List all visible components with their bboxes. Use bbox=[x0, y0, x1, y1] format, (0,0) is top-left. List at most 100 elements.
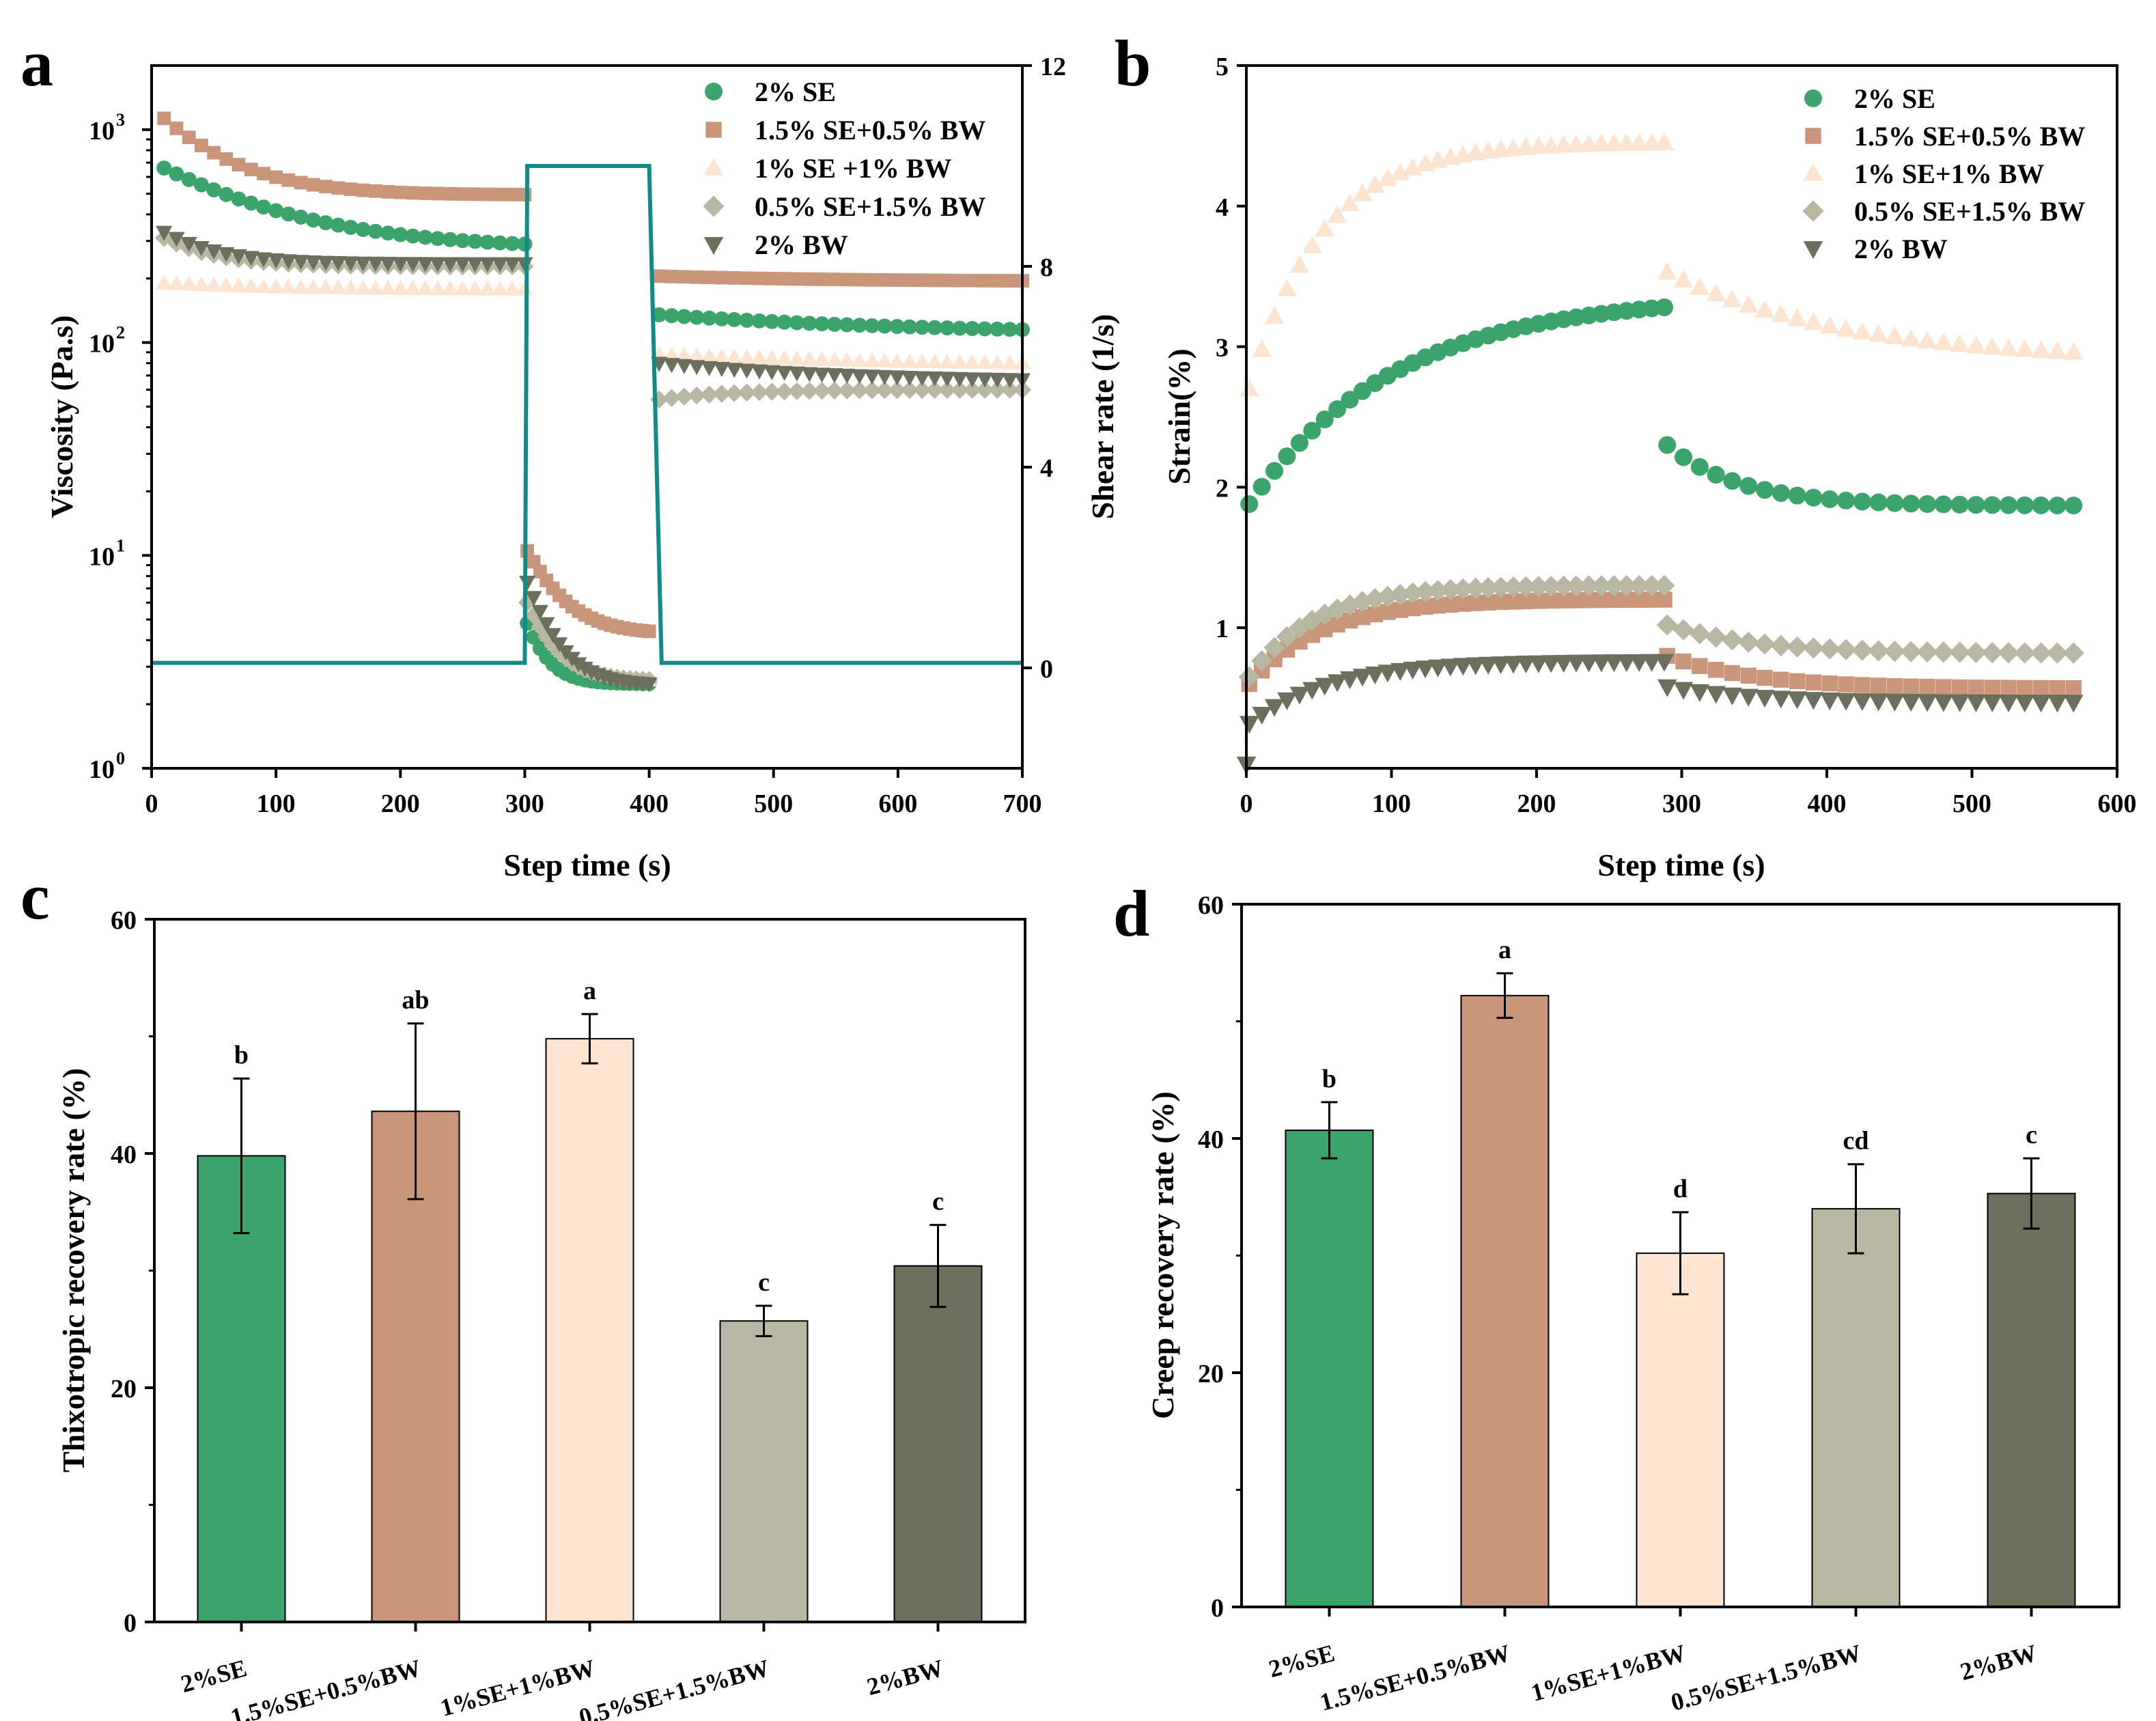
data-point bbox=[1377, 664, 1398, 683]
data-point bbox=[257, 167, 270, 181]
data-point bbox=[1579, 134, 1599, 152]
data-point bbox=[1933, 694, 1954, 712]
data-point bbox=[1770, 634, 1792, 656]
panel-c-ylabel: Thixotropic recovery rate (%) bbox=[56, 1068, 91, 1472]
data-point bbox=[1754, 690, 1775, 708]
significance-label: b bbox=[1322, 1065, 1336, 1093]
data-point bbox=[688, 360, 705, 376]
data-point bbox=[775, 382, 794, 401]
data-point bbox=[218, 247, 235, 262]
data-point bbox=[1315, 410, 1334, 429]
data-point bbox=[1515, 576, 1537, 598]
data-point bbox=[1317, 621, 1333, 638]
panel-a-shear-rate-line bbox=[152, 164, 1022, 665]
bar bbox=[1285, 1129, 1374, 1608]
significance-label: cd bbox=[1843, 1127, 1869, 1156]
legend-label: 1% SE +1% BW bbox=[755, 153, 951, 184]
data-point bbox=[927, 320, 942, 335]
data-point bbox=[727, 271, 742, 285]
data-point bbox=[1329, 616, 1345, 633]
data-point bbox=[975, 380, 994, 399]
data-point bbox=[913, 380, 932, 400]
data-point bbox=[1916, 641, 1938, 663]
data-point bbox=[1000, 380, 1019, 399]
data-point bbox=[1802, 637, 1825, 659]
data-point bbox=[764, 313, 780, 329]
data-point bbox=[1554, 135, 1573, 153]
data-point bbox=[714, 311, 729, 326]
data-point bbox=[765, 272, 779, 285]
data-point bbox=[330, 256, 347, 272]
data-point bbox=[965, 273, 979, 288]
data-point bbox=[454, 257, 471, 272]
data-point bbox=[1690, 458, 1709, 476]
data-point bbox=[739, 312, 755, 328]
data-point bbox=[182, 130, 196, 145]
data-point bbox=[1428, 659, 1448, 677]
data-point bbox=[1982, 695, 2002, 713]
data-point bbox=[1593, 591, 1610, 608]
data-point bbox=[1502, 576, 1524, 598]
data-point bbox=[1264, 306, 1285, 324]
data-point bbox=[1541, 655, 1561, 673]
bar bbox=[719, 1320, 809, 1623]
data-point bbox=[342, 279, 359, 295]
bar bbox=[1987, 1192, 2076, 1608]
significance-label: c bbox=[2026, 1121, 2037, 1149]
panel-d-ylabel: Creep recovery rate (%) bbox=[1145, 1091, 1180, 1419]
data-point bbox=[219, 152, 234, 166]
data-point bbox=[367, 223, 383, 239]
y-tick-label: 0 bbox=[1211, 1594, 1224, 1623]
data-point bbox=[1491, 656, 1511, 675]
data-point bbox=[1239, 378, 1259, 397]
data-point bbox=[367, 279, 384, 295]
data-point bbox=[1302, 682, 1322, 700]
data-point bbox=[293, 209, 309, 225]
data-point bbox=[430, 231, 445, 247]
data-point bbox=[976, 354, 994, 369]
data-point bbox=[788, 366, 805, 382]
data-point bbox=[1252, 706, 1272, 725]
data-point bbox=[801, 350, 818, 366]
data-point bbox=[988, 380, 1007, 399]
legend-marker bbox=[703, 195, 725, 217]
data-point bbox=[1901, 694, 1921, 712]
x-tick-label: 300 bbox=[505, 789, 544, 818]
data-point bbox=[1821, 675, 1838, 692]
bar bbox=[545, 1037, 634, 1623]
data-point bbox=[1738, 688, 1759, 707]
data-point bbox=[1950, 694, 1970, 712]
data-point bbox=[889, 319, 905, 335]
data-point bbox=[292, 279, 309, 294]
panel-b-series-3 bbox=[1238, 574, 2084, 688]
data-point bbox=[2049, 680, 2066, 697]
data-point bbox=[354, 256, 372, 272]
data-point bbox=[1341, 391, 1359, 409]
data-point bbox=[787, 382, 807, 400]
data-point bbox=[1722, 687, 1742, 705]
data-point bbox=[852, 318, 867, 333]
data-point bbox=[168, 275, 185, 290]
data-point bbox=[1773, 671, 1789, 688]
data-point bbox=[1001, 373, 1018, 389]
data-point bbox=[1352, 591, 1373, 613]
data-point bbox=[1950, 334, 1970, 352]
bar bbox=[1460, 994, 1550, 1608]
data-point bbox=[524, 606, 543, 625]
data-point bbox=[1403, 661, 1423, 680]
data-point bbox=[242, 277, 260, 293]
data-point bbox=[2017, 680, 2033, 697]
legend-marker bbox=[1802, 200, 1824, 222]
data-point bbox=[1903, 678, 1919, 695]
data-point bbox=[1870, 677, 1887, 694]
data-point bbox=[813, 381, 831, 400]
data-point bbox=[281, 206, 296, 222]
data-point bbox=[1402, 582, 1424, 604]
data-point bbox=[232, 158, 246, 171]
significance-label: a bbox=[583, 977, 596, 1005]
data-point bbox=[504, 280, 521, 296]
data-point bbox=[281, 173, 296, 187]
data-point bbox=[429, 280, 447, 296]
data-point bbox=[713, 348, 730, 363]
data-point bbox=[675, 346, 692, 362]
